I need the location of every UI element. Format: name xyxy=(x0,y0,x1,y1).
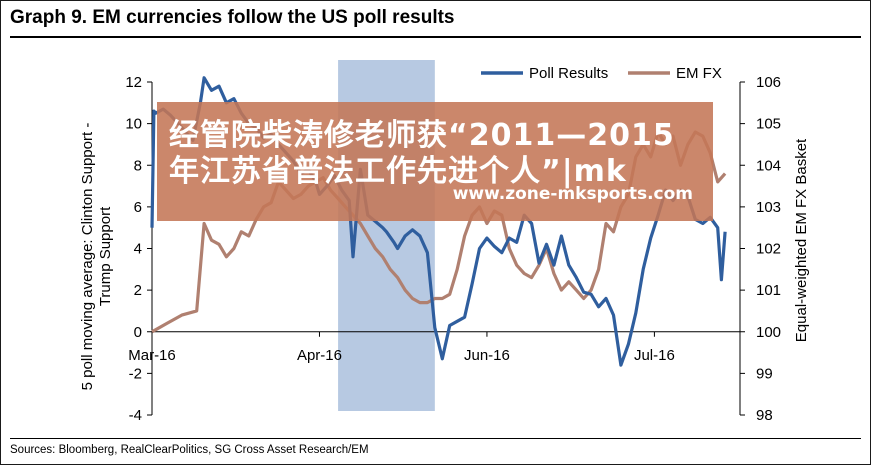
x-tick-label: Jul-16 xyxy=(634,347,675,364)
left-tick-label: 12 xyxy=(125,74,142,91)
left-tick-label: 8 xyxy=(134,157,142,174)
right-tick-label: 103 xyxy=(756,199,781,216)
source-note: Sources: Bloomberg, RealClearPolitics, S… xyxy=(10,444,369,456)
left-tick-label: 4 xyxy=(134,241,142,258)
right-tick-label: 105 xyxy=(756,116,781,133)
left-tick-label: 6 xyxy=(134,199,142,216)
left-axis-label: 5 poll moving average: Clinton Support -… xyxy=(79,123,114,391)
left-tick-label: 10 xyxy=(125,116,142,133)
banner-line-1: 经管院柴涛修老师获“2011—2015 xyxy=(169,118,675,153)
right-axis-label: Equal-weighted EM FX Basket xyxy=(793,138,810,342)
source-rule xyxy=(10,438,861,439)
legend-emfx-label: EM FX xyxy=(676,65,722,82)
left-tick-label: -4 xyxy=(129,407,142,424)
right-tick-label: 100 xyxy=(756,324,781,341)
left-tick-label: -2 xyxy=(129,365,142,382)
left-axis-label-line: 5 poll moving average: Clinton Support - xyxy=(79,123,96,391)
chart-title: Graph 9. EM currencies follow the US pol… xyxy=(10,7,455,28)
axes: -4 -2 0 2 4 6 8 10 12 98 99 100 101 102 103 104 105 106 Ma… xyxy=(79,74,810,424)
banner-url: www.zone-mksports.com xyxy=(452,184,693,204)
legend: Poll Results EM FX xyxy=(481,65,722,82)
x-tick-label: Apr-16 xyxy=(297,347,342,364)
x-tick-label: Mar-16 xyxy=(128,347,176,364)
left-tick-label: 2 xyxy=(134,282,142,299)
right-tick-label: 99 xyxy=(756,365,773,382)
right-tick-label: 104 xyxy=(756,157,781,174)
right-tick-label: 101 xyxy=(756,282,781,299)
x-tick-label: Jun-16 xyxy=(464,347,510,364)
right-tick-label: 98 xyxy=(756,407,773,424)
legend-poll-label: Poll Results xyxy=(529,65,608,82)
banner-line-2: 年江苏省普法工作先进个人”|mk xyxy=(169,154,627,189)
left-tick-label: 0 xyxy=(134,324,142,341)
left-axis-label-line: Trump Support xyxy=(97,206,114,306)
right-tick-label: 106 xyxy=(756,74,781,91)
title-rule xyxy=(10,36,861,38)
right-tick-label: 102 xyxy=(756,241,781,258)
watermark-banner: 经管院柴涛修老师获“2011—2015 年江苏省普法工作先进个人”|mk www… xyxy=(157,102,713,221)
